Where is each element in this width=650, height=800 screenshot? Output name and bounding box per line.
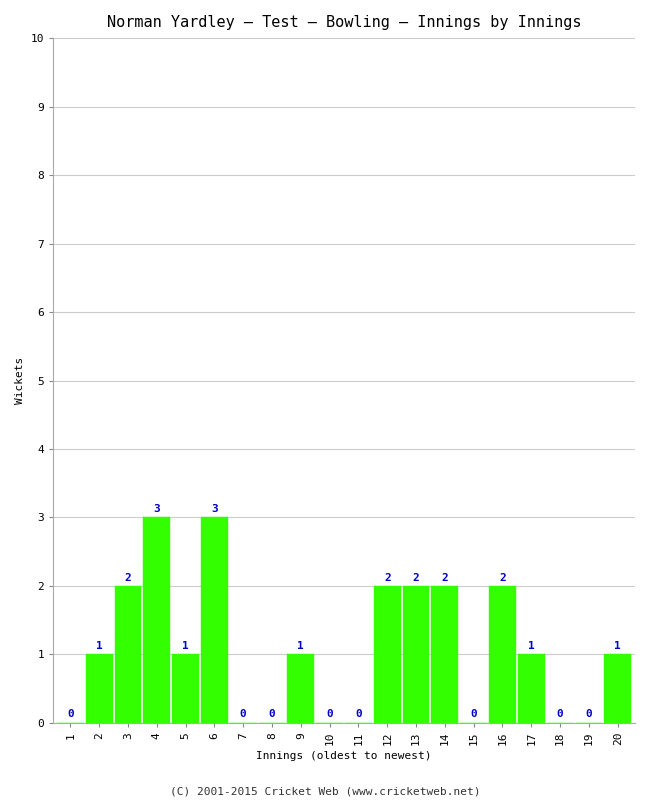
Text: 2: 2 bbox=[499, 573, 506, 582]
Text: 0: 0 bbox=[326, 710, 333, 719]
Text: 2: 2 bbox=[441, 573, 448, 582]
Text: 3: 3 bbox=[153, 504, 160, 514]
Bar bbox=[604, 654, 631, 723]
Bar bbox=[518, 654, 545, 723]
Text: 2: 2 bbox=[384, 573, 391, 582]
Bar bbox=[114, 586, 142, 723]
Text: 0: 0 bbox=[67, 710, 73, 719]
Y-axis label: Wickets: Wickets bbox=[15, 357, 25, 404]
Text: 3: 3 bbox=[211, 504, 218, 514]
Text: 0: 0 bbox=[268, 710, 276, 719]
Text: 0: 0 bbox=[556, 710, 564, 719]
Text: 1: 1 bbox=[96, 641, 103, 651]
Text: 0: 0 bbox=[586, 710, 592, 719]
Bar bbox=[402, 586, 430, 723]
Bar bbox=[144, 518, 170, 723]
Text: 2: 2 bbox=[125, 573, 131, 582]
Text: 1: 1 bbox=[298, 641, 304, 651]
Bar bbox=[172, 654, 199, 723]
Text: 0: 0 bbox=[355, 710, 362, 719]
Bar bbox=[287, 654, 314, 723]
Title: Norman Yardley – Test – Bowling – Innings by Innings: Norman Yardley – Test – Bowling – Inning… bbox=[107, 15, 581, 30]
Text: (C) 2001-2015 Cricket Web (www.cricketweb.net): (C) 2001-2015 Cricket Web (www.cricketwe… bbox=[170, 786, 480, 796]
Bar bbox=[432, 586, 458, 723]
Text: 1: 1 bbox=[182, 641, 189, 651]
Text: 0: 0 bbox=[471, 710, 477, 719]
Text: 1: 1 bbox=[614, 641, 621, 651]
X-axis label: Innings (oldest to newest): Innings (oldest to newest) bbox=[256, 751, 432, 761]
Bar bbox=[374, 586, 400, 723]
Bar bbox=[489, 586, 516, 723]
Text: 0: 0 bbox=[240, 710, 246, 719]
Bar bbox=[86, 654, 112, 723]
Bar bbox=[201, 518, 227, 723]
Text: 2: 2 bbox=[413, 573, 419, 582]
Text: 1: 1 bbox=[528, 641, 535, 651]
